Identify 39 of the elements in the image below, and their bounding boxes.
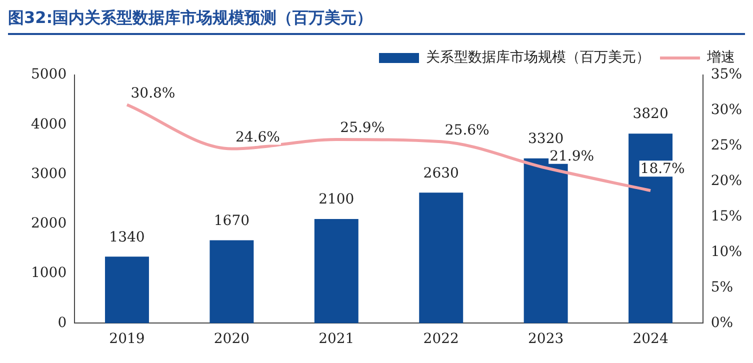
y-tick-label: 2000 bbox=[30, 216, 67, 232]
bar bbox=[210, 240, 254, 324]
data-label: 21.9% bbox=[550, 148, 594, 165]
data-label: 25.9% bbox=[340, 120, 385, 136]
x-tick-label: 2023 bbox=[528, 331, 564, 348]
y-tick-label: 0 bbox=[58, 314, 67, 331]
data-label: 2630 bbox=[423, 165, 459, 182]
x-tick-label: 2022 bbox=[423, 331, 459, 348]
data-label: 25.6% bbox=[444, 122, 490, 138]
data-label: 24.6% bbox=[235, 129, 280, 146]
y2-tick-label: 10% bbox=[710, 244, 742, 260]
y2-tick-label: 35% bbox=[710, 66, 742, 83]
y2-tick-label: 25% bbox=[710, 138, 742, 154]
x-tick-label: 2020 bbox=[214, 331, 250, 348]
data-label: 18.7% bbox=[640, 161, 685, 178]
data-label: 3320 bbox=[528, 131, 564, 148]
y-tick-label: 5000 bbox=[30, 66, 67, 83]
chart-title: 图32:国内关系型数据库市场规模预测（百万美元） bbox=[8, 8, 745, 35]
y-tick-label: 1000 bbox=[30, 265, 67, 282]
x-tick-label: 2019 bbox=[109, 331, 145, 348]
bar bbox=[104, 256, 149, 324]
y2-tick-label: 20% bbox=[710, 173, 742, 190]
y2-tick-label: 0% bbox=[710, 314, 734, 331]
bar bbox=[419, 192, 464, 324]
y2-tick-label: 15% bbox=[710, 208, 742, 224]
data-label: 30.8% bbox=[130, 85, 176, 102]
bar bbox=[314, 218, 358, 324]
data-label: 3820 bbox=[632, 106, 668, 122]
data-label: 2100 bbox=[318, 192, 354, 208]
y2-tick-label: 30% bbox=[710, 102, 742, 118]
y2-tick-label: 5% bbox=[710, 279, 734, 296]
legend-label: 增速 bbox=[706, 50, 735, 66]
data-label: 1340 bbox=[109, 229, 145, 246]
legend-label: 关系型数据库市场规模（百万美元） bbox=[426, 50, 650, 66]
data-label: 1670 bbox=[214, 212, 250, 229]
x-tick-label: 2021 bbox=[318, 331, 354, 348]
y-tick-label: 3000 bbox=[30, 166, 67, 182]
y-tick-label: 4000 bbox=[30, 116, 67, 132]
x-tick-label: 2024 bbox=[632, 331, 668, 348]
